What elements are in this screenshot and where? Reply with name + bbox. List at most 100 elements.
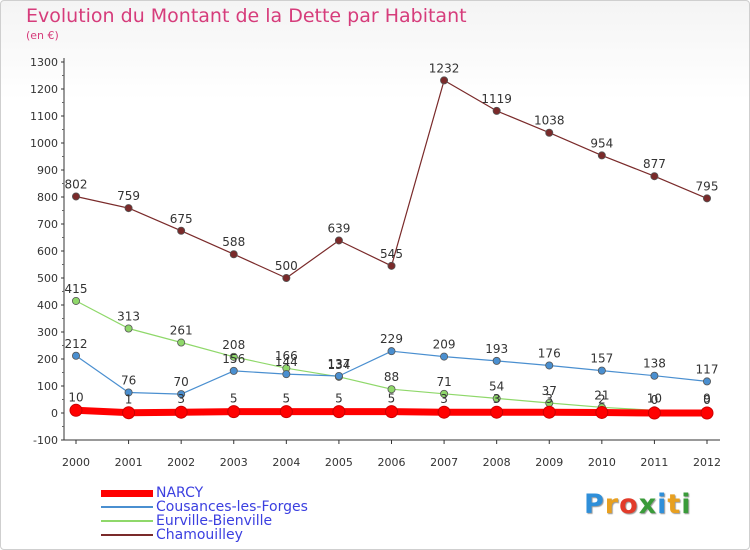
- y-tick-label: 0: [51, 407, 58, 420]
- x-tick-label: 2011: [640, 456, 668, 469]
- x-tick-label: 2006: [378, 456, 406, 469]
- data-point: [124, 388, 133, 397]
- data-point: [440, 352, 449, 361]
- data-label: 500: [275, 259, 298, 273]
- x-tick-label: 2002: [167, 456, 195, 469]
- data-label: 166: [275, 349, 298, 363]
- data-label: 0: [651, 393, 659, 407]
- data-label: 795: [696, 179, 719, 193]
- logo-letter: P: [584, 489, 605, 520]
- data-point: [650, 172, 659, 181]
- data-label: 70: [174, 375, 189, 389]
- data-label: 134: [327, 358, 350, 372]
- data-label: 1232: [429, 61, 460, 75]
- data-point: [492, 106, 501, 115]
- data-label: 193: [485, 342, 508, 356]
- data-point: [440, 76, 449, 85]
- data-label: 5: [388, 392, 396, 406]
- data-label: 212: [65, 337, 88, 351]
- data-point: [387, 347, 396, 356]
- data-point: [72, 351, 81, 360]
- logo-letter: i: [657, 489, 668, 520]
- data-point: [229, 250, 238, 259]
- x-tick-label: 2003: [220, 456, 248, 469]
- data-point: [279, 405, 293, 419]
- y-tick-label: 900: [37, 164, 58, 177]
- data-point: [647, 406, 661, 420]
- data-point: [650, 371, 659, 380]
- data-point: [332, 405, 346, 419]
- legend-label: Chamouilley: [156, 527, 243, 543]
- data-point: [545, 128, 554, 137]
- data-label: 588: [222, 235, 245, 249]
- x-tick-label: 2004: [272, 456, 300, 469]
- y-tick-label: 1300: [30, 56, 58, 69]
- x-tick-label: 2000: [62, 456, 90, 469]
- y-tick-label: -100: [33, 434, 58, 447]
- y-tick-label: 1200: [30, 83, 58, 96]
- data-label: 229: [380, 332, 403, 346]
- x-tick-label: 2008: [483, 456, 511, 469]
- y-tick-label: 500: [37, 272, 58, 285]
- data-label: 157: [590, 352, 613, 366]
- data-point: [385, 405, 398, 419]
- data-label: 0: [703, 393, 711, 407]
- legend-swatch: [101, 489, 153, 497]
- data-label: 3: [440, 392, 448, 406]
- y-tick-label: 300: [37, 326, 58, 339]
- data-label: 2: [598, 392, 606, 406]
- data-label: 209: [433, 338, 456, 352]
- y-tick-label: 700: [37, 218, 58, 231]
- logo-letter: t: [667, 489, 682, 520]
- data-point: [595, 405, 609, 419]
- data-point: [229, 352, 238, 361]
- data-label: 10: [647, 391, 662, 405]
- data-label: 1119: [481, 92, 512, 106]
- data-point: [282, 370, 291, 379]
- data-point: [229, 366, 238, 375]
- data-label: 76: [121, 373, 136, 387]
- data-label: 5: [283, 392, 291, 406]
- data-point: [124, 324, 133, 333]
- logo-letter: r: [604, 489, 620, 520]
- logo-letter: o: [619, 489, 639, 520]
- legend-label: Eurville-Bienville: [156, 513, 273, 529]
- data-label: 1038: [534, 114, 565, 128]
- data-point: [334, 236, 343, 245]
- data-label: 3: [493, 392, 501, 406]
- data-point: [440, 389, 449, 398]
- data-label: 208: [222, 338, 245, 352]
- x-tick-label: 2012: [693, 456, 721, 469]
- data-point: [437, 405, 451, 419]
- data-point: [69, 403, 83, 417]
- data-label: 545: [380, 247, 403, 261]
- data-label: 5: [335, 392, 343, 406]
- x-tick-label: 2007: [430, 456, 458, 469]
- data-point: [387, 385, 396, 394]
- legend-label: NARCY: [156, 485, 204, 501]
- data-label: 10: [68, 390, 83, 404]
- data-point: [542, 405, 556, 419]
- x-tick-label: 2009: [535, 456, 563, 469]
- data-label: 88: [384, 370, 399, 384]
- data-point: [177, 338, 186, 347]
- y-tick-label: 100: [37, 380, 58, 393]
- data-label: 802: [65, 177, 88, 191]
- data-point: [490, 405, 504, 419]
- y-tick-label: 1000: [30, 137, 58, 150]
- data-point: [124, 204, 133, 213]
- chart-axes: -100010020030040050060070080090010001100…: [30, 56, 721, 469]
- data-label: 1: [125, 393, 133, 407]
- data-point: [334, 372, 343, 381]
- data-point: [703, 377, 712, 386]
- data-point: [72, 192, 81, 201]
- data-point: [492, 394, 501, 403]
- data-label: 954: [590, 136, 613, 150]
- y-tick-label: 800: [37, 191, 58, 204]
- y-tick-label: 200: [37, 353, 58, 366]
- data-point: [122, 406, 136, 420]
- data-label: 415: [65, 282, 88, 296]
- data-point: [703, 194, 712, 203]
- x-tick-label: 2001: [115, 456, 143, 469]
